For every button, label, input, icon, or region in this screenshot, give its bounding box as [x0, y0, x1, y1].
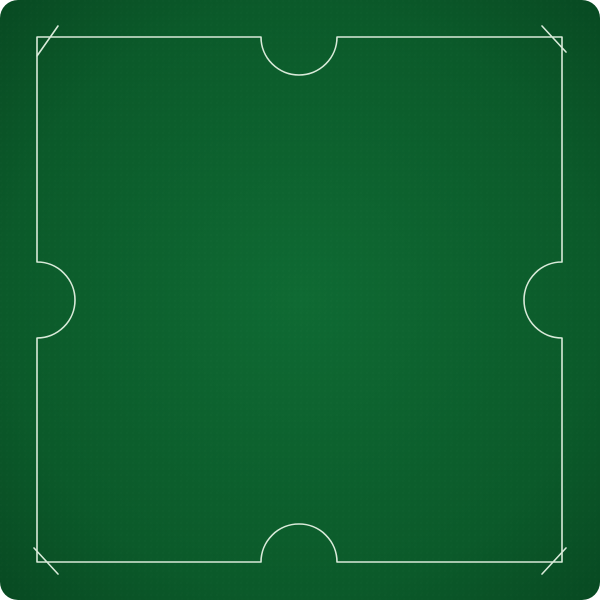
play-area-outline	[36, 36, 563, 563]
play-zone[interactable]	[40, 40, 560, 560]
corner-marker-top-left	[36, 25, 59, 57]
corner-marker-bottom-left	[33, 547, 59, 575]
corner-markers	[33, 25, 567, 575]
corner-marker-bottom-right	[541, 547, 567, 575]
corner-marker-top-right	[541, 25, 567, 53]
